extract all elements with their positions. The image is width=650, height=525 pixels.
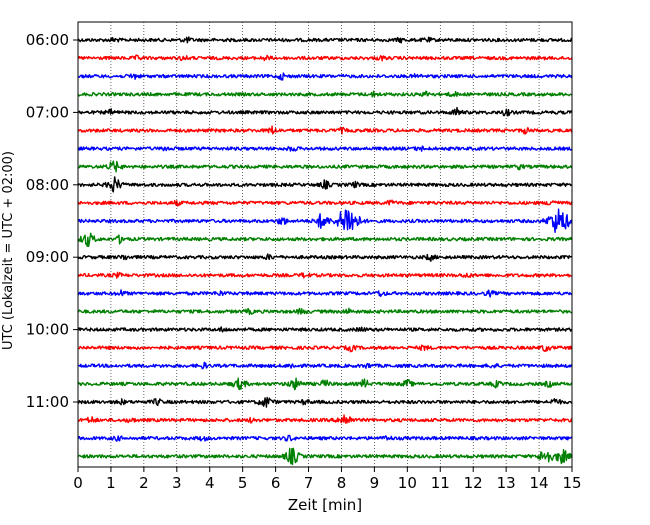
y-tick-label: 08:00: [26, 176, 69, 194]
trace-1100: [78, 396, 572, 408]
y-tick-label: 11:00: [26, 393, 69, 411]
x-tick-label: 5: [238, 474, 248, 492]
y-tick-label: 10:00: [26, 321, 69, 339]
trace-0915: [78, 271, 572, 279]
trace-0700: [78, 106, 572, 117]
trace-1115: [78, 414, 572, 424]
x-tick-label: 7: [304, 474, 314, 492]
x-tick-label: 8: [337, 474, 347, 492]
trace-0900: [78, 253, 572, 262]
x-tick-label: 4: [205, 474, 215, 492]
x-tick-label: 1: [106, 474, 116, 492]
x-tick-label: 10: [398, 474, 417, 492]
trace-1130: [78, 434, 572, 442]
x-tick-label: 15: [562, 474, 581, 492]
y-tick-label: 07:00: [26, 103, 69, 121]
y-tick-label: 09:00: [26, 248, 69, 266]
trace-0830: [78, 208, 572, 234]
x-tick-label: 14: [530, 474, 549, 492]
plot-frame: [77, 21, 573, 468]
x-tick-label: 11: [431, 474, 450, 492]
trace-0715: [78, 125, 572, 135]
y-axis: 06:00 07:00 08:00 09:00 10:00 11:00: [26, 31, 78, 411]
trace-0800: [78, 176, 572, 193]
y-tick-label: 06:00: [26, 31, 69, 49]
y-axis-label: UTC (Lokalzeit = UTC + 02:00): [1, 151, 16, 350]
trace-0645: [78, 90, 572, 98]
trace-0615: [78, 54, 572, 62]
x-axis: 0 1 2 3 4 5 6 7 8 9 10 11 12 13 14 15: [73, 467, 582, 492]
x-tick-label: 0: [73, 474, 83, 492]
trace-1015: [78, 344, 572, 353]
trace-1145: [78, 447, 572, 466]
trace-1030: [78, 361, 572, 370]
x-tick-label: 12: [464, 474, 483, 492]
x-tick-label: 13: [497, 474, 516, 492]
trace-0815: [78, 199, 572, 207]
trace-0945: [78, 307, 572, 316]
x-axis-label: Zeit [min]: [288, 496, 362, 514]
x-tick-label: 3: [172, 474, 182, 492]
trace-0930: [78, 289, 572, 298]
trace-0630: [78, 72, 572, 81]
x-tick-label: 9: [370, 474, 380, 492]
trace-0730: [78, 145, 572, 152]
x-tick-label: 2: [139, 474, 149, 492]
trace-0600: [78, 36, 572, 44]
trace-1045: [78, 377, 572, 391]
trace-1000: [78, 326, 572, 333]
traces-layer: [78, 36, 572, 466]
trace-0745: [78, 160, 572, 173]
trace-0845: [78, 232, 572, 248]
x-tick-label: 6: [271, 474, 281, 492]
